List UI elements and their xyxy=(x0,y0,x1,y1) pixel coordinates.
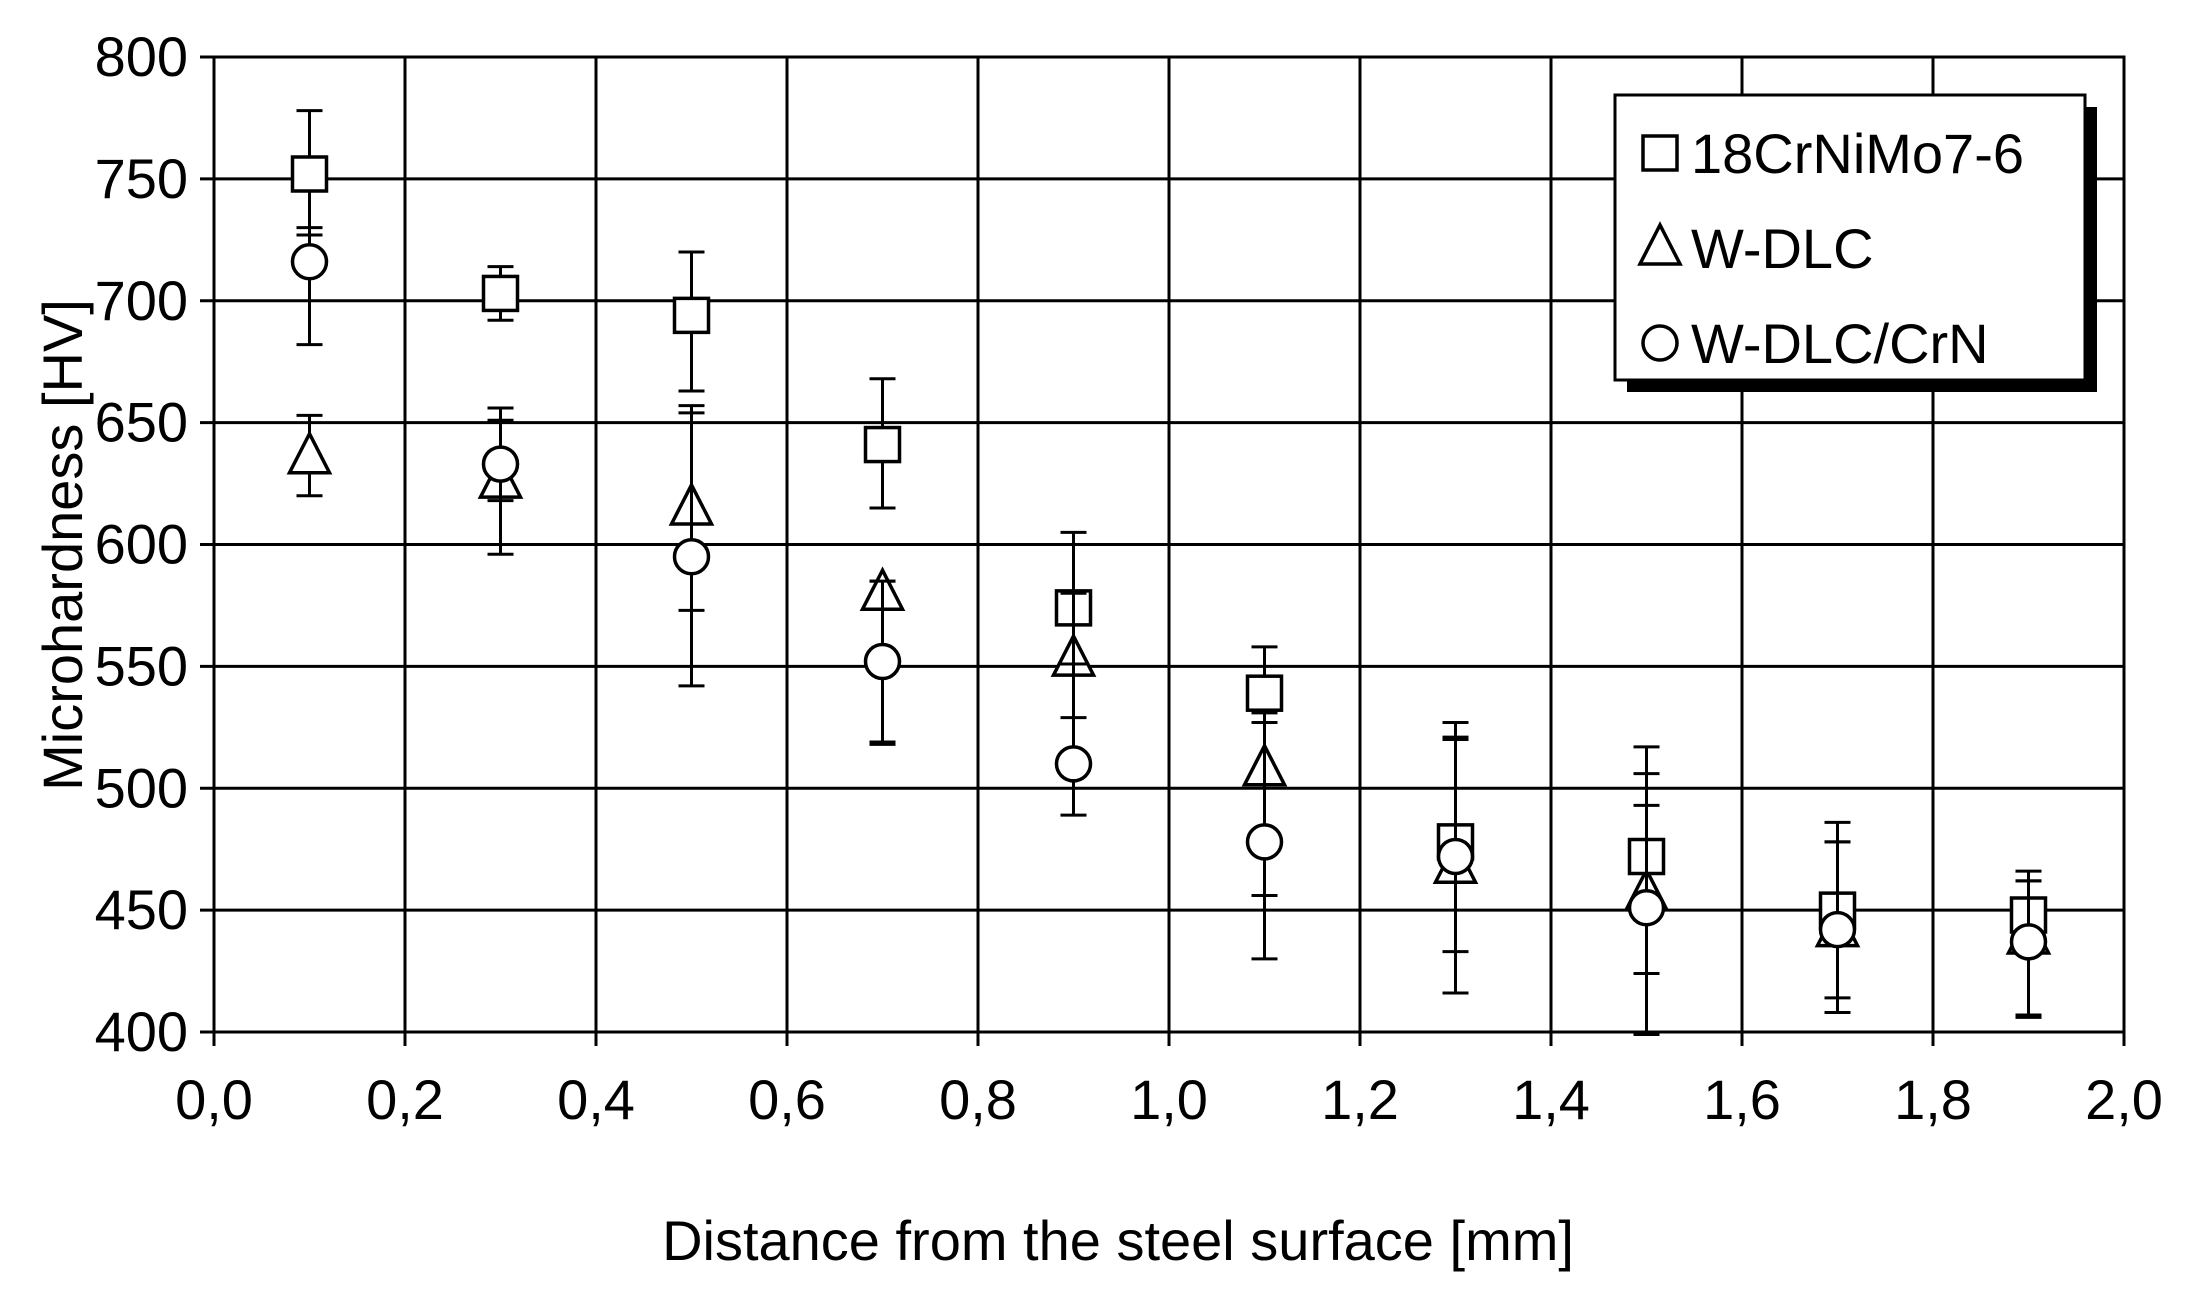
data-point-circle xyxy=(1436,837,1475,876)
y-tick-label: 550 xyxy=(95,634,188,697)
data-point-circle xyxy=(863,642,902,681)
x-tick-label: 1,8 xyxy=(1894,1068,1972,1131)
data-point-circle xyxy=(1627,888,1666,927)
x-tick-label: 0,6 xyxy=(748,1068,826,1131)
data-point-circle xyxy=(1818,910,1857,949)
legend-label: W-DLC/CrN xyxy=(1691,312,1989,375)
plot-frame xyxy=(212,55,2126,1034)
y-tick-label: 450 xyxy=(95,878,188,941)
y-tick-label: 400 xyxy=(95,1000,188,1063)
y-axis-ticks: 400 450 500 550 600 650 700 750 800 xyxy=(95,25,188,1063)
legend-label: W-DLC xyxy=(1691,217,1874,280)
x-tick-label: 1,0 xyxy=(1130,1068,1208,1131)
legend-label: 18CrNiMo7-6 xyxy=(1691,122,2024,185)
legend-item-square: 18CrNiMo7-6 xyxy=(1641,122,2024,185)
data-point-square xyxy=(863,425,902,464)
y-tick-label: 600 xyxy=(95,513,188,576)
legend-marker-circle xyxy=(1641,324,1679,362)
x-tick-label: 1,2 xyxy=(1321,1068,1399,1131)
legend-box xyxy=(1613,93,2087,382)
x-tick-label: 0,8 xyxy=(939,1068,1017,1131)
series-layer xyxy=(286,109,2052,1036)
data-point-circle xyxy=(290,243,329,281)
data-point-circle xyxy=(1245,823,1284,861)
legend-marker-triangle xyxy=(1637,221,1683,266)
legend-item-circle: W-DLC/CrN xyxy=(1641,312,1989,375)
data-point-circle xyxy=(481,445,520,483)
legend-marker-square xyxy=(1641,134,1679,172)
data-point-circle xyxy=(2009,923,2048,961)
data-point-triangle xyxy=(286,429,333,475)
y-tick-label: 750 xyxy=(95,147,188,210)
x-axis-title: Distance from the steel surface [mm] xyxy=(662,1209,1574,1272)
x-tick-label: 1,6 xyxy=(1703,1068,1781,1131)
x-tick-label: 1,4 xyxy=(1512,1068,1590,1131)
y-tick-label: 700 xyxy=(95,269,188,332)
data-point-square xyxy=(481,274,520,313)
data-point-square xyxy=(672,296,711,335)
y-tick-label: 650 xyxy=(95,391,188,454)
grid xyxy=(200,55,2126,1046)
x-tick-label: 0,2 xyxy=(366,1068,444,1131)
data-point-square xyxy=(1245,674,1284,712)
y-axis-title: Microhardness [HV] xyxy=(31,299,94,791)
data-point-circle xyxy=(1054,745,1093,783)
y-tick-label: 800 xyxy=(95,25,188,88)
x-tick-label: 0,0 xyxy=(175,1068,253,1131)
data-point-square xyxy=(290,155,329,193)
y-tick-label: 500 xyxy=(95,756,188,819)
data-point-circle xyxy=(672,537,711,576)
x-tick-label: 0,4 xyxy=(557,1068,635,1131)
series-circle xyxy=(290,226,2048,1036)
legend: 18CrNiMo7-6 W-DLC W-DLC/CrN xyxy=(1613,93,2097,392)
x-axis-ticks: 0,0 0,2 0,4 0,6 0,8 1,0 1,2 1,4 1,6 1,8 2,0 xyxy=(175,1068,2163,1131)
x-tick-label: 2,0 xyxy=(2085,1068,2163,1131)
legend-item-triangle: W-DLC xyxy=(1637,217,1874,280)
